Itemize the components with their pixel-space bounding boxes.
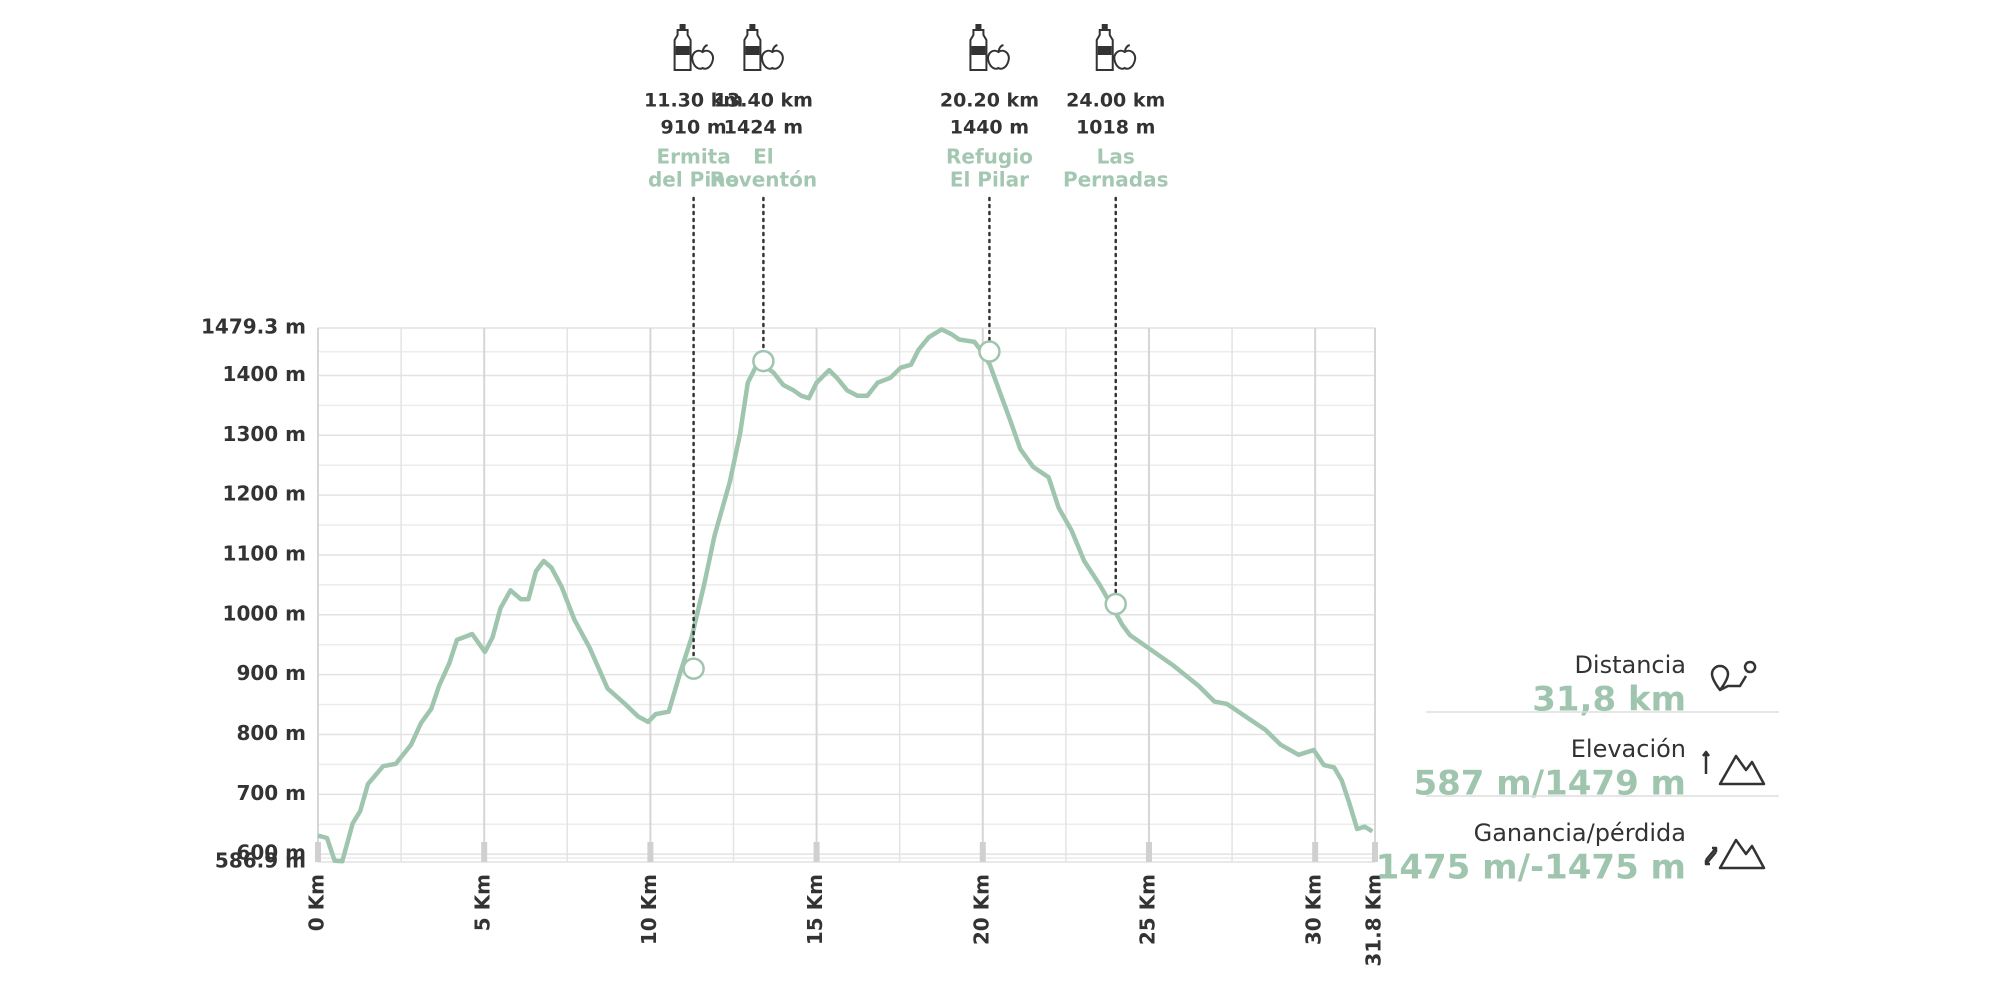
- x-tick-mark: [481, 842, 488, 862]
- y-tick-label: 800 m: [236, 721, 306, 745]
- y-tick-label: 700 m: [236, 781, 306, 805]
- waypoint-name: El Pilar: [950, 168, 1029, 192]
- waypoint-name: Refugio: [946, 145, 1033, 169]
- waypoint-distance: 24.00 km: [1066, 90, 1165, 112]
- y-tick-label: 586.9 m: [215, 849, 306, 873]
- waypoint-elevation: 1424 m: [724, 117, 803, 139]
- x-tick-mark: [1372, 842, 1378, 862]
- waypoint-distance: 20.20 km: [940, 90, 1039, 112]
- bottle-cap: [975, 24, 982, 29]
- x-tick-mark: [813, 842, 820, 862]
- bottle-cap: [1101, 24, 1108, 29]
- waypoint-name: Las: [1097, 145, 1135, 169]
- waypoint-name: Reventón: [710, 168, 817, 192]
- apple: [761, 44, 784, 70]
- y-tick-label: 1300 m: [223, 422, 306, 446]
- stat-value: 1475 m/-1475 m: [1376, 848, 1686, 888]
- y-tick-label: 1479.3 m: [201, 315, 306, 339]
- y-tick-label: 600 m: [236, 841, 306, 865]
- waypoint-name: Ermita: [656, 145, 730, 169]
- waypoint-name: Pernadas: [1063, 168, 1169, 192]
- x-tick-label: 15 Km: [803, 874, 827, 945]
- stat-label: Distancia: [1574, 651, 1686, 679]
- stat-label: Ganancia/pérdida: [1474, 819, 1686, 847]
- x-tick-label: 10 Km: [637, 874, 661, 945]
- x-tick-label: 20 Km: [969, 874, 993, 945]
- waypoint-elevation: 1018 m: [1076, 117, 1155, 139]
- x-tick-label: 25 Km: [1135, 874, 1159, 945]
- x-tick-mark: [979, 842, 986, 862]
- waypoint-elevation: 910 m: [661, 117, 727, 139]
- bottle-cap: [749, 24, 756, 29]
- stat-icon: [1710, 660, 1757, 692]
- y-tick-label: 1200 m: [223, 482, 306, 506]
- stat-label: Elevación: [1571, 735, 1686, 763]
- supply-icon: [673, 24, 714, 71]
- waypoint-marker: [752, 349, 775, 373]
- x-tick-label: 0 Km: [305, 874, 329, 931]
- stat-value: 587 m/1479 m: [1413, 764, 1686, 804]
- supply-icon: [743, 24, 784, 71]
- bottle-label: [1097, 46, 1112, 55]
- waypoint-distance: 13.40 km: [714, 90, 813, 112]
- x-tick-mark: [315, 842, 321, 862]
- supply-icon: [1095, 24, 1137, 71]
- elevation-line: [317, 327, 1374, 864]
- y-tick-label: 900 m: [236, 661, 306, 685]
- apple: [691, 44, 714, 70]
- bottle-cap: [679, 24, 686, 29]
- x-tick-mark: [1145, 842, 1152, 862]
- waypoint-marker: [682, 657, 705, 680]
- waypoint-name: El: [753, 145, 774, 169]
- stat-icon: [1704, 838, 1766, 870]
- x-tick-label: 31.8 Km: [1362, 874, 1386, 967]
- y-tick-label: 1400 m: [223, 362, 306, 386]
- stat-value: 31,8 km: [1532, 680, 1686, 720]
- x-tick-label: 5 Km: [471, 874, 495, 931]
- waypoint-marker: [978, 340, 1001, 363]
- waypoint-distance: 11.30 km: [644, 90, 743, 112]
- bottle-label: [971, 46, 986, 55]
- x-tick-mark: [647, 842, 654, 862]
- waypoint-marker: [1104, 592, 1127, 616]
- waypoint-name: del Pino: [648, 168, 739, 192]
- y-tick-label: 1100 m: [223, 541, 306, 565]
- bottle-label: [675, 46, 690, 55]
- supply-icon: [969, 24, 1010, 71]
- bottle-label: [745, 46, 760, 55]
- apple: [987, 44, 1010, 70]
- plot-area: [317, 327, 1376, 863]
- x-tick-mark: [1312, 842, 1319, 862]
- y-tick-label: 1000 m: [223, 601, 306, 625]
- stat-icon: [1702, 750, 1766, 786]
- waypoint-elevation: 1440 m: [950, 117, 1029, 139]
- x-tick-label: 30 Km: [1302, 874, 1326, 945]
- apple: [1113, 44, 1137, 70]
